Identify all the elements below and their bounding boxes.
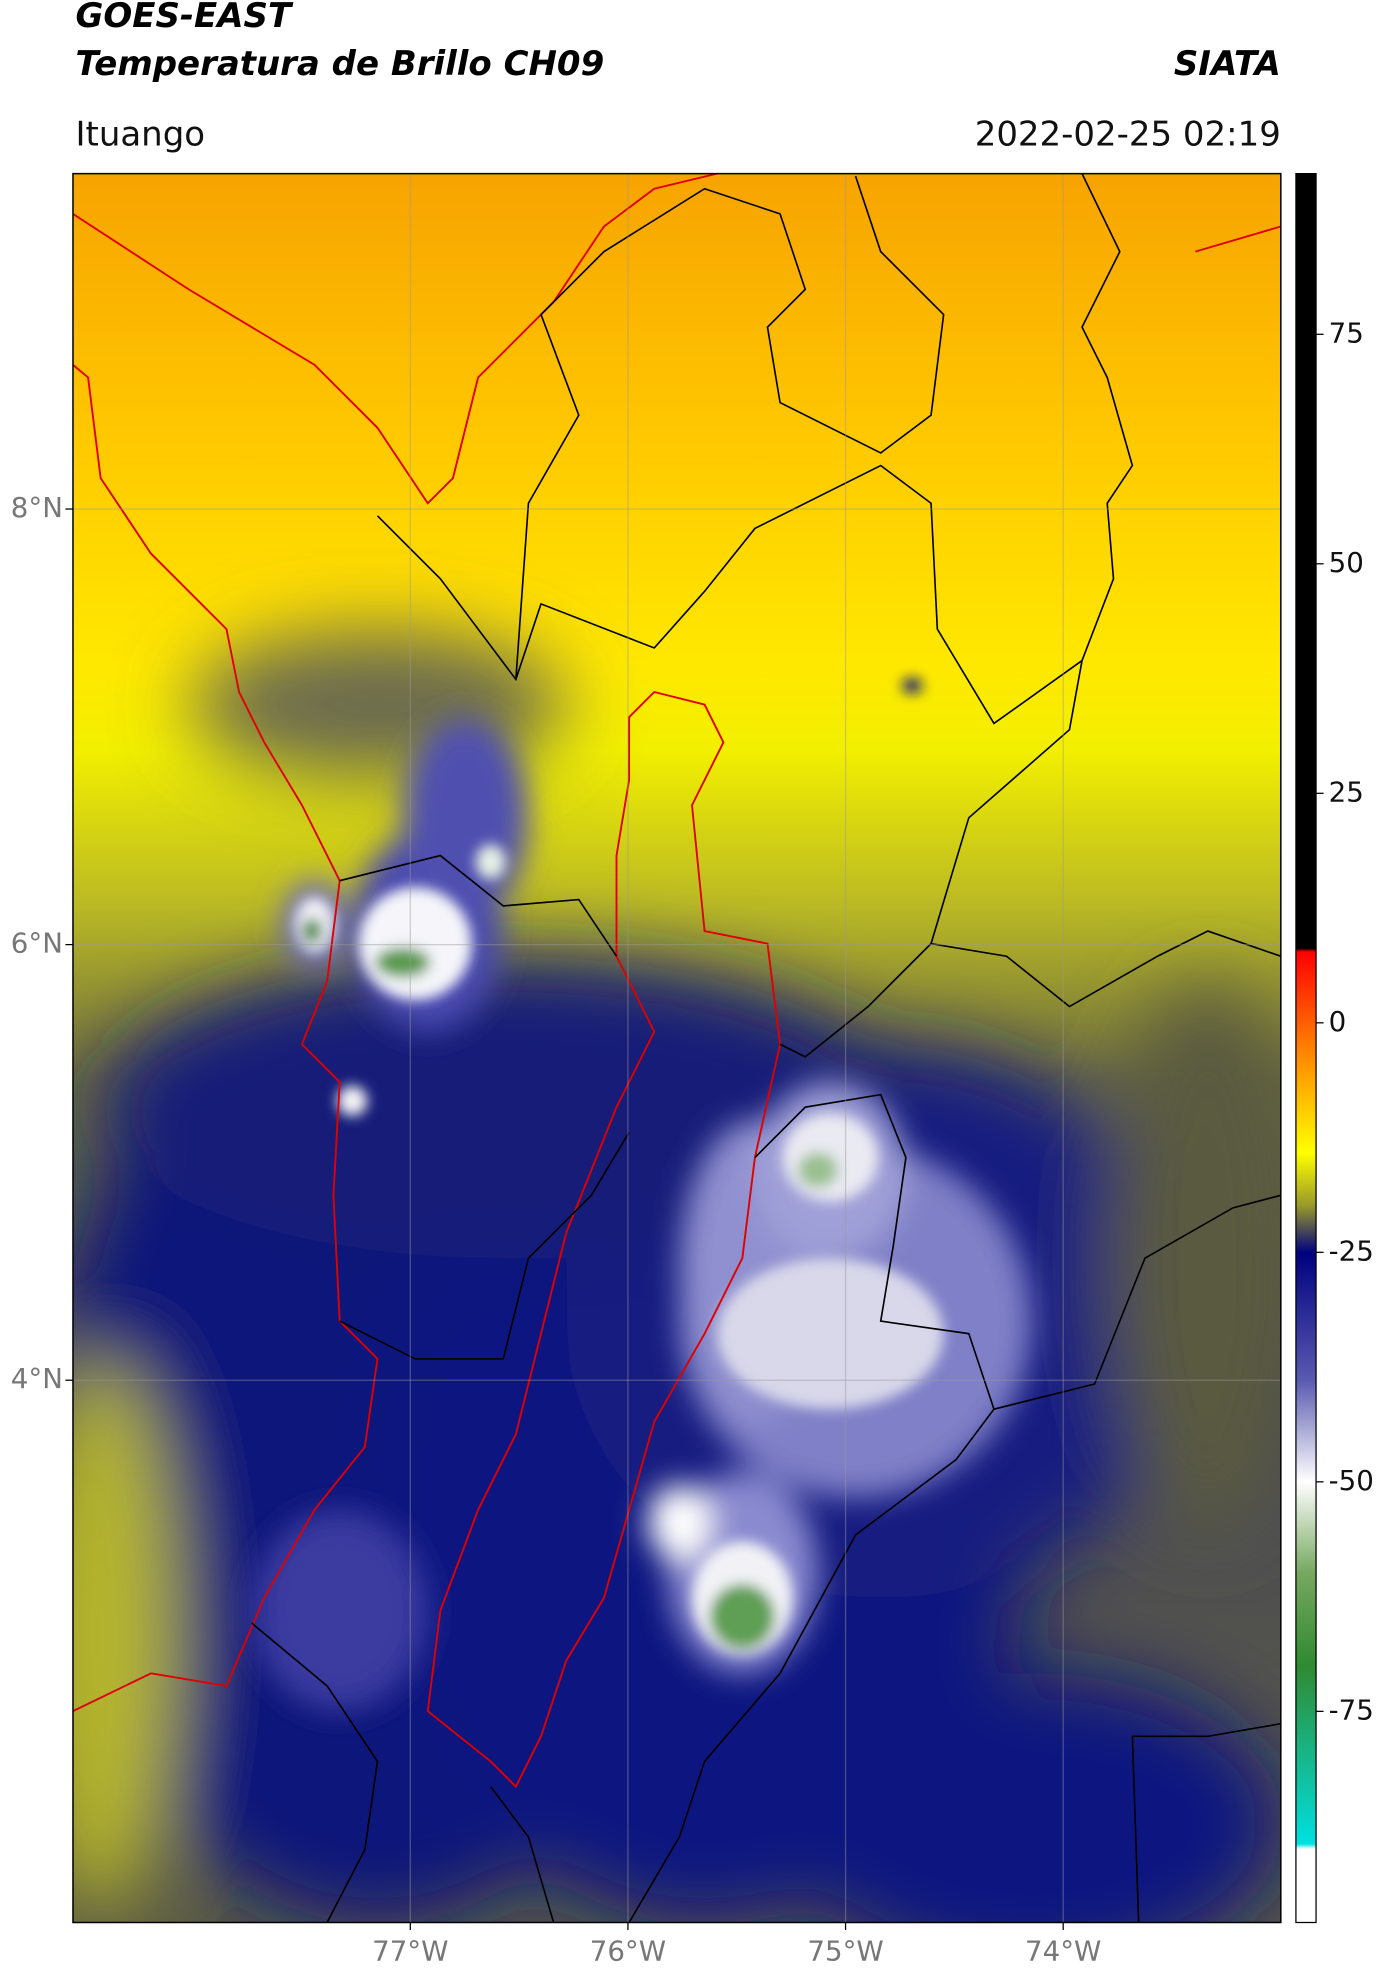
y-tick-label: 8°N	[11, 491, 63, 524]
colorbar-tick-label: -75	[1329, 1693, 1374, 1726]
x-tick-label: 74°W	[1025, 1935, 1101, 1968]
x-tick-label: 75°W	[807, 1935, 883, 1968]
brand: SIATA	[1174, 44, 1281, 84]
graticule	[72, 173, 1281, 1923]
colorbar-tick-label: 75	[1329, 316, 1364, 349]
title: GOES-EAST	[75, 0, 293, 36]
colorbar-tick-label: -25	[1329, 1234, 1374, 1267]
colorbar-tick-label: 0	[1329, 1005, 1347, 1038]
colorbar-tick-label: -50	[1329, 1464, 1374, 1497]
colorbar-tick-label: 25	[1329, 775, 1364, 808]
datetime: 2022-02-25 02:19	[975, 114, 1281, 154]
colorbar	[1295, 172, 1317, 1924]
y-tick-label: 4°N	[11, 1362, 63, 1395]
map-image	[72, 173, 1281, 1923]
x-tick-label: 76°W	[590, 1935, 666, 1968]
location: Ituango	[75, 114, 205, 154]
x-tick-label: 77°W	[372, 1935, 448, 1968]
subtitle: Temperatura de Brillo CH09	[75, 44, 604, 84]
y-tick-label: 6°N	[11, 927, 63, 960]
map-frame	[72, 172, 1282, 1924]
colorbar-tick-label: 50	[1329, 546, 1364, 579]
